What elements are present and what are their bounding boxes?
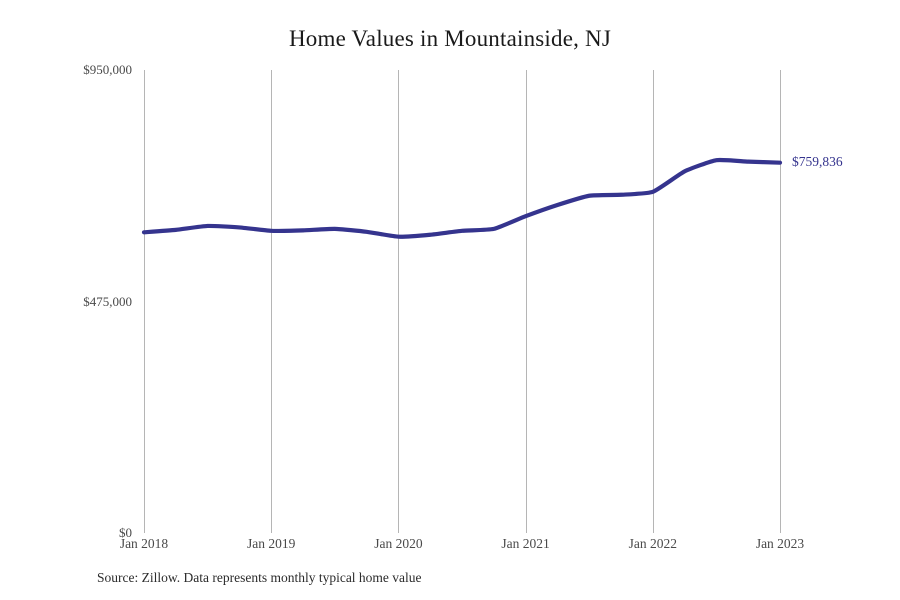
gridline-vertical — [144, 70, 145, 533]
x-tick-label: Jan 2018 — [119, 536, 169, 551]
x-tick-label: Jan 2021 — [501, 536, 550, 551]
gridline-vertical — [652, 70, 654, 533]
chart-title: Home Values in Mountainside, NJ — [288, 26, 611, 51]
y-axis: $0 $475,000 $950,000 — [0, 0, 132, 600]
x-tick-label: Jan 2023 — [755, 536, 805, 551]
y-tick-label: $950,000 — [83, 62, 132, 77]
y-tick-label: $475,000 — [83, 293, 132, 309]
gridline-vertical — [271, 70, 273, 533]
y-tick-label: $0 — [119, 525, 132, 540]
x-tick-label: Jan 2020 — [374, 536, 423, 551]
gridline-vertical — [398, 70, 400, 533]
gridline-vertical — [525, 70, 527, 533]
end-value-label: $759,836 — [792, 153, 843, 169]
plot-area — [144, 70, 781, 533]
x-tick-label: Jan 2022 — [628, 536, 677, 551]
source-note: Source: Zillow. Data represents monthly … — [97, 570, 422, 585]
gridline-vertical — [780, 70, 781, 533]
x-tick-label: Jan 2019 — [247, 536, 296, 551]
